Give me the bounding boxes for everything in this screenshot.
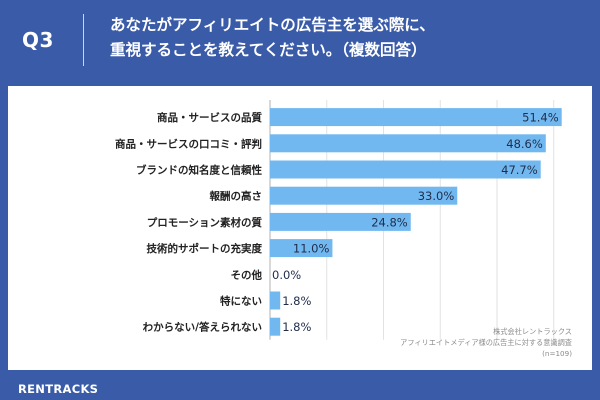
bar (270, 108, 562, 127)
data-label: 1.8% (282, 294, 311, 308)
data-label: 1.8% (282, 320, 311, 334)
question-text: あなたがアフィリエイトの広告主を選ぶ際に、 重視することを教えてください。（複数… (110, 13, 435, 63)
rentracks-logo: RENTRACKS (18, 382, 99, 396)
data-label: 0.0% (272, 268, 301, 282)
question-line-1: あなたがアフィリエイトの広告主を選ぶ際に、 (110, 16, 435, 34)
bar-chart: 商品・サービスの品質 51.4% 商品・サービスの口コミ・評判 48.6% ブランドの知… (115, 100, 562, 340)
header-divider (83, 14, 84, 66)
category-label: わからない/答えられない (143, 321, 262, 334)
question-number: Q3 (22, 28, 54, 52)
category-label: 技術的サポートの充実度 (147, 242, 263, 255)
category-label: 特にない (220, 295, 262, 308)
data-label: 48.6% (506, 137, 543, 151)
question-line-2: 重視することを教えてください。（複数回答） (110, 41, 427, 59)
data-label: 24.8% (371, 215, 408, 229)
category-label: 商品・サービスの口コミ・評判 (115, 137, 262, 150)
bar (270, 134, 546, 153)
bar (270, 160, 541, 179)
data-label: 11.0% (293, 242, 330, 256)
source-company: 株式会社レントラックス (493, 327, 572, 336)
category-label: 商品・サービスの品質 (157, 111, 262, 124)
bar (270, 239, 333, 258)
bar (270, 317, 281, 336)
bar (270, 186, 458, 205)
source-note: 株式会社レントラックス アフィリエイトメディア様の広告主に対する意識調査 (n=… (400, 326, 572, 359)
bar (270, 291, 281, 310)
data-label: 33.0% (418, 189, 455, 203)
header: Q3 あなたがアフィリエイトの広告主を選ぶ際に、 重視することを教えてください。… (0, 0, 600, 78)
source-survey: アフィリエイトメディア様の広告主に対する意識調査 (400, 338, 572, 347)
category-label: ブランドの知名度と信頼性 (136, 164, 262, 177)
category-label: 報酬の高さ (210, 190, 263, 203)
category-label: プロモーション素材の質 (147, 216, 263, 229)
data-label: 47.7% (501, 163, 538, 177)
data-label: 51.4% (522, 111, 559, 125)
bar (270, 212, 411, 231)
chart-card: 商品・サービスの品質 51.4% 商品・サービスの口コミ・評判 48.6% ブランドの知… (8, 86, 592, 370)
category-label: その他 (231, 268, 263, 281)
source-sample-size: (n=109) (542, 349, 572, 358)
